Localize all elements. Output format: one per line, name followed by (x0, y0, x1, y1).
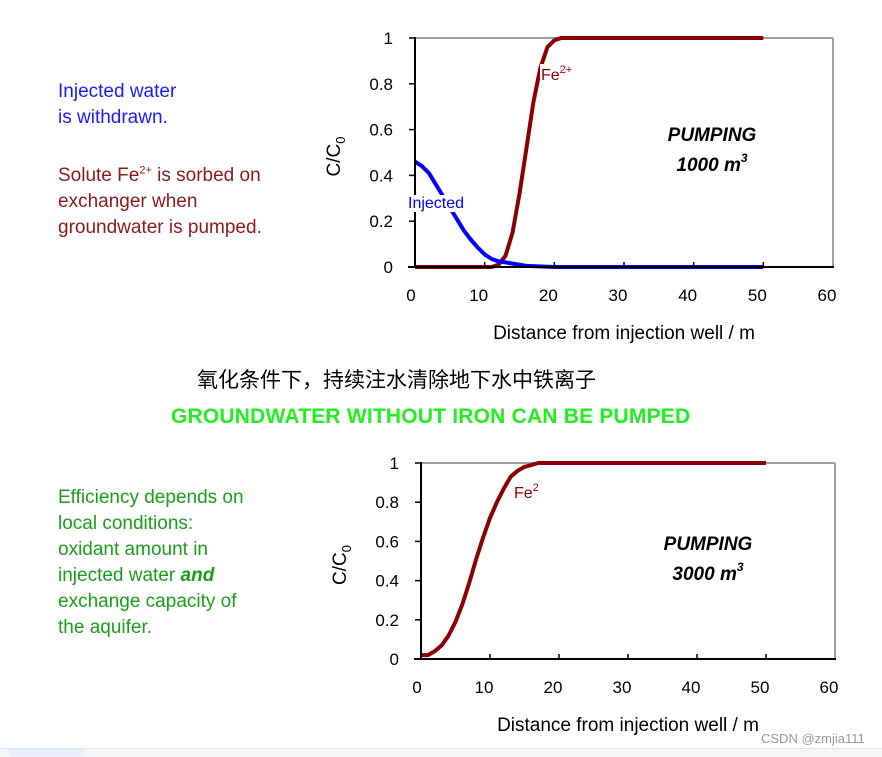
y-tick-label: 0 (390, 650, 399, 669)
footer-bar (0, 748, 882, 757)
x-tick-label: 30 (609, 286, 628, 305)
note-line: injected water and (58, 563, 244, 589)
series-label-fe2-: Fe2+ (541, 64, 572, 84)
note-line: exchange capacity of (58, 591, 237, 612)
note-efficiency: Efficiency depends on local conditions: … (58, 485, 244, 641)
watermark: CSDN @zmjia111 (761, 731, 865, 746)
note-line: Solute Fe2+ is sorbed on (58, 163, 262, 189)
caption-chinese: 氧化条件下，持续注水清除地下水中铁离子 (197, 368, 596, 392)
note-line: oxidant amount in (58, 539, 208, 560)
y-tick-label: 0.4 (369, 166, 393, 185)
superscript: 2+ (139, 164, 152, 177)
label-background (407, 195, 466, 212)
annotation-pumping: PUMPING (664, 534, 753, 555)
y-tick-label: 0.2 (375, 611, 399, 630)
x-tick-label: 10 (469, 286, 488, 305)
footer-tab (10, 749, 83, 756)
label-background (540, 64, 574, 84)
note-text: injected water (58, 565, 181, 586)
series-fe2- (421, 461, 766, 658)
label-background (513, 482, 540, 502)
note-line: Efficiency depends on (58, 487, 244, 508)
x-tick-label: 50 (748, 286, 767, 305)
note-fe-sorbed: Solute Fe2+ is sorbed on exchanger when … (58, 163, 262, 241)
note-line: the aquifer. (58, 617, 153, 638)
x-tick-label: 0 (412, 678, 421, 697)
x-tick-label: 50 (751, 678, 770, 697)
y-axis-label: C/C0 (324, 137, 348, 177)
note-line: groundwater is pumped. (58, 217, 262, 238)
headline: GROUNDWATER WITHOUT IRON CAN BE PUMPED (171, 405, 691, 428)
series-label-fe2-: Fe2 (514, 482, 539, 502)
x-tick-label: 40 (682, 678, 701, 697)
y-tick-label: 0.6 (369, 121, 393, 140)
y-tick-label: 0.6 (375, 532, 399, 551)
y-tick-label: 1 (390, 454, 399, 473)
note-text: is sorbed on (151, 165, 261, 186)
x-axis-label: Distance from injection well / m (493, 323, 755, 344)
y-tick-label: 0 (384, 258, 393, 277)
x-tick-label: 40 (678, 286, 697, 305)
y-tick-label: 0.8 (369, 75, 393, 94)
x-tick-label: 60 (820, 678, 839, 697)
x-tick-label: 0 (406, 286, 415, 305)
x-tick-label: 10 (475, 678, 494, 697)
annotation-pumping: PUMPING (668, 125, 757, 146)
note-line: local conditions: (58, 513, 194, 534)
y-axis-label: C/C0 (330, 545, 354, 585)
y-tick-label: 0.8 (375, 493, 399, 512)
annotation-volume: 3000 m3 (672, 560, 743, 585)
y-tick-label: 0.4 (375, 572, 399, 591)
x-tick-label: 20 (539, 286, 558, 305)
x-tick-label: 60 (818, 286, 837, 305)
note-line: exchanger when (58, 191, 198, 212)
note-line: Injected water (58, 81, 177, 102)
annotation-volume: 1000 m3 (676, 151, 747, 176)
note-text: Solute Fe (58, 165, 140, 186)
series-label-injected: Injected (408, 195, 464, 212)
series-fe2- (415, 36, 764, 269)
x-tick-label: 30 (613, 678, 632, 697)
x-axis-label: Distance from injection well / m (497, 715, 759, 736)
note-injected-withdrawn: Injected water is withdrawn. (58, 79, 176, 131)
x-tick-label: 20 (544, 678, 563, 697)
note-line: is withdrawn. (58, 107, 168, 128)
y-tick-label: 1 (384, 29, 393, 48)
y-tick-label: 0.2 (369, 212, 393, 231)
emphasis-and: and (180, 565, 215, 586)
